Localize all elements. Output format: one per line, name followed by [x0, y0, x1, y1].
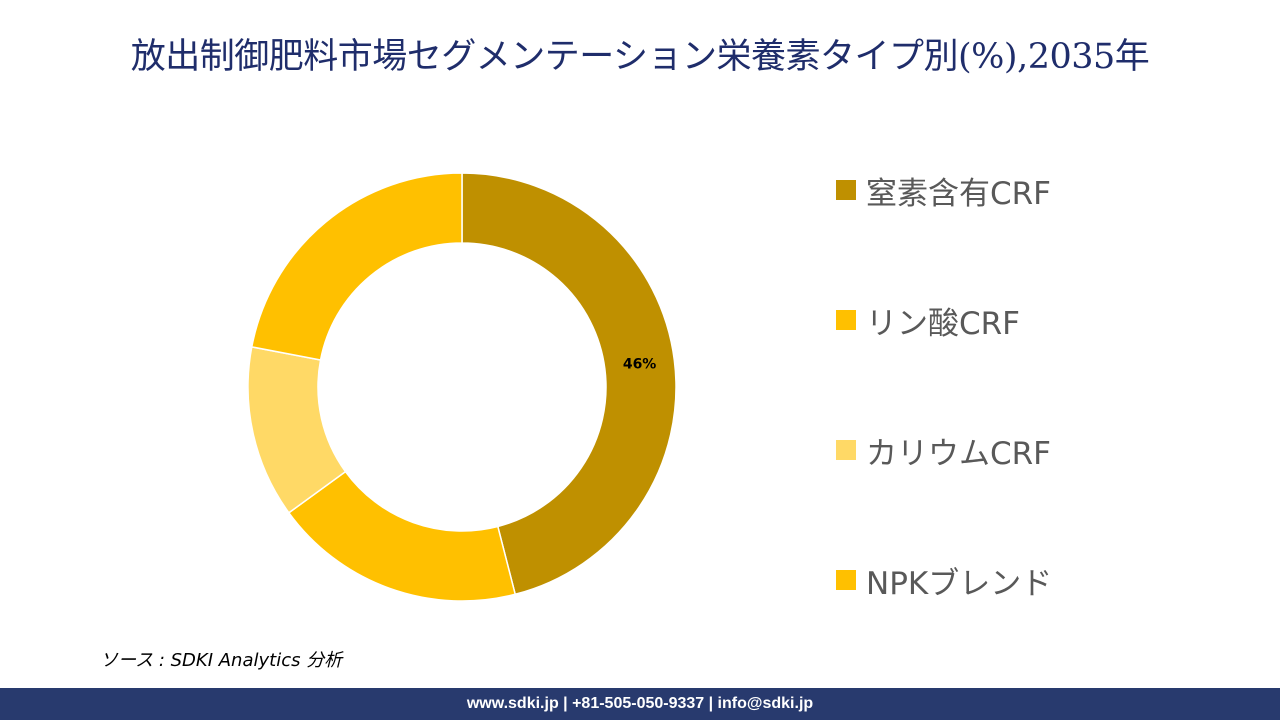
legend-label: カリウムCRF — [866, 435, 1052, 472]
data-label-0: 46% — [623, 357, 657, 373]
legend-label: 窒素含有CRF — [866, 175, 1052, 212]
legend-swatch — [836, 310, 856, 330]
legend-swatch — [836, 570, 856, 590]
legend-item-npk-blend: NPKブレンド — [836, 550, 1052, 610]
legend-swatch — [836, 440, 856, 460]
legend-item-phosphate: リン酸CRF — [836, 290, 1020, 350]
footer-bar: www.sdki.jp | +81-505-050-9337 | info@sd… — [0, 688, 1280, 720]
donut-chart: 46% — [247, 172, 677, 602]
legend-item-nitrogen: 窒素含有CRF — [836, 160, 1051, 220]
legend-label: リン酸CRF — [866, 305, 1021, 342]
chart-title: 放出制御肥料市場セグメンテーション栄養素タイプ別(%),2035年 — [130, 37, 1150, 77]
source-note: ソース : SDKI Analytics 分析 — [100, 650, 343, 671]
legend-label: NPKブレンド — [866, 565, 1053, 602]
footer-contact: www.sdki.jp | +81-505-050-9337 | info@sd… — [466, 695, 814, 712]
donut-slice-1 — [287, 470, 517, 602]
donut-slice-0 — [461, 172, 677, 596]
donut-slice-3 — [250, 172, 463, 361]
legend-item-potassium: カリウムCRF — [836, 420, 1051, 480]
legend-swatch — [836, 180, 856, 200]
